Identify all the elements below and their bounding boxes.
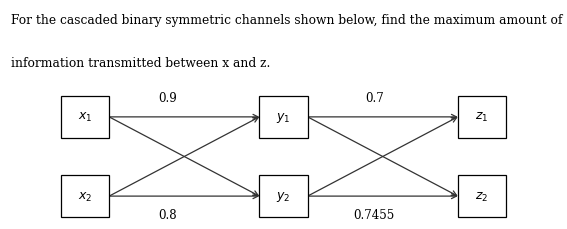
- Text: $x_1$: $x_1$: [78, 111, 92, 124]
- FancyBboxPatch shape: [61, 96, 109, 138]
- Text: information transmitted between x and z.: information transmitted between x and z.: [11, 57, 270, 70]
- FancyBboxPatch shape: [260, 175, 307, 217]
- Text: $z_1$: $z_1$: [475, 111, 489, 124]
- Text: $y_1$: $y_1$: [276, 110, 291, 124]
- FancyBboxPatch shape: [458, 175, 506, 217]
- Text: 0.8: 0.8: [158, 208, 176, 221]
- Text: 0.7: 0.7: [365, 92, 384, 104]
- FancyBboxPatch shape: [260, 96, 307, 138]
- FancyBboxPatch shape: [61, 175, 109, 217]
- Text: $x_2$: $x_2$: [78, 190, 92, 203]
- Text: For the cascaded binary symmetric channels shown below, find the maximum amount : For the cascaded binary symmetric channe…: [11, 14, 562, 27]
- FancyBboxPatch shape: [458, 96, 506, 138]
- Text: 0.9: 0.9: [158, 92, 177, 104]
- Text: 0.7455: 0.7455: [354, 208, 395, 221]
- Text: $y_2$: $y_2$: [276, 189, 291, 203]
- Text: $z_2$: $z_2$: [475, 190, 489, 203]
